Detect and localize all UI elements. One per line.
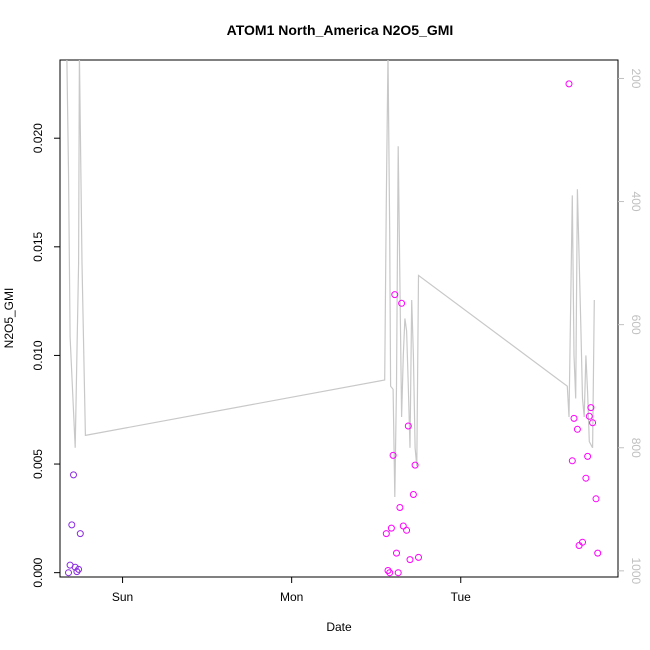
data-point [399, 522, 407, 530]
data-point [406, 556, 414, 564]
data-point [73, 568, 81, 576]
y-axis-label: N2O5_GMI [2, 288, 16, 349]
data-point [592, 495, 600, 503]
data-point [573, 425, 581, 433]
pressure-line-layer [66, 60, 595, 498]
y2-tick-label: 200 [629, 68, 643, 88]
y-tick-label: 0.015 [31, 231, 45, 261]
data-point [404, 422, 412, 430]
data-point [389, 451, 397, 459]
plot-area [59, 59, 619, 578]
y2-tick-label: 1000 [629, 557, 643, 584]
x-tick-label: Mon [280, 590, 303, 604]
data-point [76, 530, 84, 538]
y-tick-label: 0.000 [31, 557, 45, 587]
y2-axis-pressure: 200 400 600 800 1000 [618, 68, 643, 585]
data-point [398, 299, 406, 307]
data-point [584, 452, 592, 460]
x-axis-label: Date [326, 620, 352, 634]
data-point [409, 491, 417, 498]
data-point [394, 569, 402, 577]
data-point [570, 414, 578, 422]
data-point [415, 553, 422, 561]
y-tick-label: 0.010 [31, 340, 45, 370]
data-point [403, 526, 411, 534]
data-point [565, 80, 573, 88]
data-point [587, 404, 595, 412]
data-point [594, 549, 602, 557]
data-point [575, 542, 583, 549]
x-axis: Sun Mon Tue [112, 577, 471, 604]
data-point [387, 524, 395, 532]
y-tick-label: 0.020 [31, 123, 45, 153]
data-point [75, 565, 83, 573]
y-tick-label: 0.005 [31, 449, 45, 479]
data-point [65, 569, 72, 577]
data-point [393, 549, 400, 557]
y2-tick-label: 800 [629, 438, 643, 458]
data-point [384, 567, 392, 574]
data-point [386, 569, 394, 577]
x-tick-label: Tue [451, 590, 472, 604]
chart-title: ATOM1 North_America N2O5_GMI [227, 22, 454, 38]
data-points-layer [65, 80, 602, 577]
data-point [70, 471, 77, 479]
data-point [585, 412, 593, 420]
y2-tick-label: 600 [629, 315, 643, 335]
data-point [396, 504, 404, 511]
data-point [579, 538, 586, 546]
x-tick-label: Sun [112, 590, 133, 604]
data-point [568, 457, 576, 465]
data-point [582, 474, 590, 482]
data-point [411, 461, 419, 469]
y-axis: 0.000 0.005 0.010 0.015 0.020 [31, 123, 60, 588]
data-point [68, 521, 76, 529]
data-point [589, 419, 597, 427]
pressure-series-line [66, 60, 595, 498]
data-point [391, 291, 399, 299]
y2-tick-label: 400 [629, 192, 643, 212]
data-point [382, 530, 390, 538]
